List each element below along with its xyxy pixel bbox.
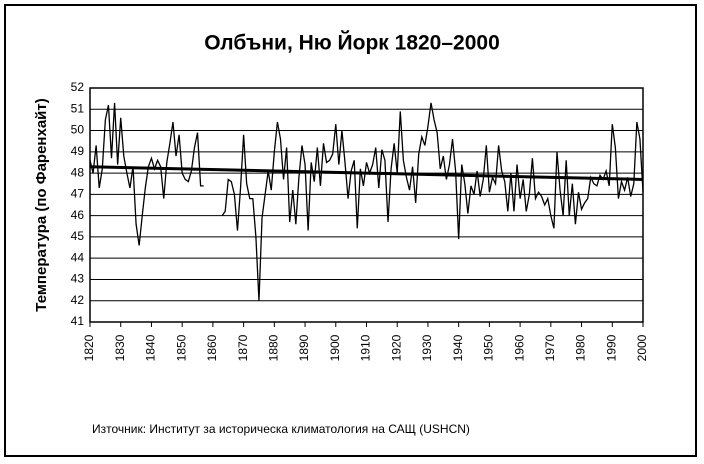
chart-title: Олбъни, Ню Йорк 1820–2000 — [204, 31, 500, 55]
x-tick-label: 1830 — [113, 334, 127, 361]
x-tick-label: 1950 — [482, 334, 496, 361]
y-tick-label: 45 — [71, 229, 85, 243]
x-tick-label: 1960 — [512, 334, 526, 361]
x-tick-label: 1850 — [174, 334, 188, 361]
x-tick-label: 1820 — [82, 334, 96, 361]
y-tick-label: 46 — [71, 208, 85, 222]
y-tick-label: 51 — [71, 101, 85, 115]
x-tick-label: 1920 — [389, 334, 403, 361]
x-tick-label: 1840 — [144, 334, 158, 361]
y-tick-label: 43 — [71, 272, 85, 286]
x-tick-label: 1910 — [359, 334, 373, 361]
y-tick-label: 44 — [71, 250, 85, 264]
source-note: Източник: Институт за историческа климат… — [92, 422, 470, 436]
trend-line — [89, 165, 644, 181]
y-tick-label: 48 — [71, 165, 85, 179]
y-axis-label: Температура (по Фаренхайт) — [33, 98, 50, 311]
x-tick-label: 1980 — [574, 334, 588, 361]
x-tick-label: 1930 — [420, 334, 434, 361]
x-tick-label: 1990 — [604, 334, 618, 361]
y-tick-label: 41 — [71, 314, 85, 328]
y-tick-label: 49 — [71, 144, 85, 158]
x-tick-label: 1900 — [328, 334, 342, 361]
x-tick-label: 1970 — [543, 334, 557, 361]
x-tick-label: 1940 — [451, 334, 465, 361]
temperature-line — [89, 102, 644, 301]
x-tick-label: 1890 — [297, 334, 311, 361]
y-tick-label: 47 — [71, 187, 85, 201]
frame — [4, 4, 697, 457]
x-tick-label: 2000 — [635, 334, 649, 361]
y-tick-label: 50 — [71, 123, 85, 137]
x-tick-label: 1860 — [205, 334, 219, 361]
y-tick-label: 52 — [71, 80, 85, 94]
x-tick-label: 1880 — [267, 334, 281, 361]
y-tick-label: 42 — [71, 293, 85, 307]
x-tick-label: 1870 — [236, 334, 250, 361]
